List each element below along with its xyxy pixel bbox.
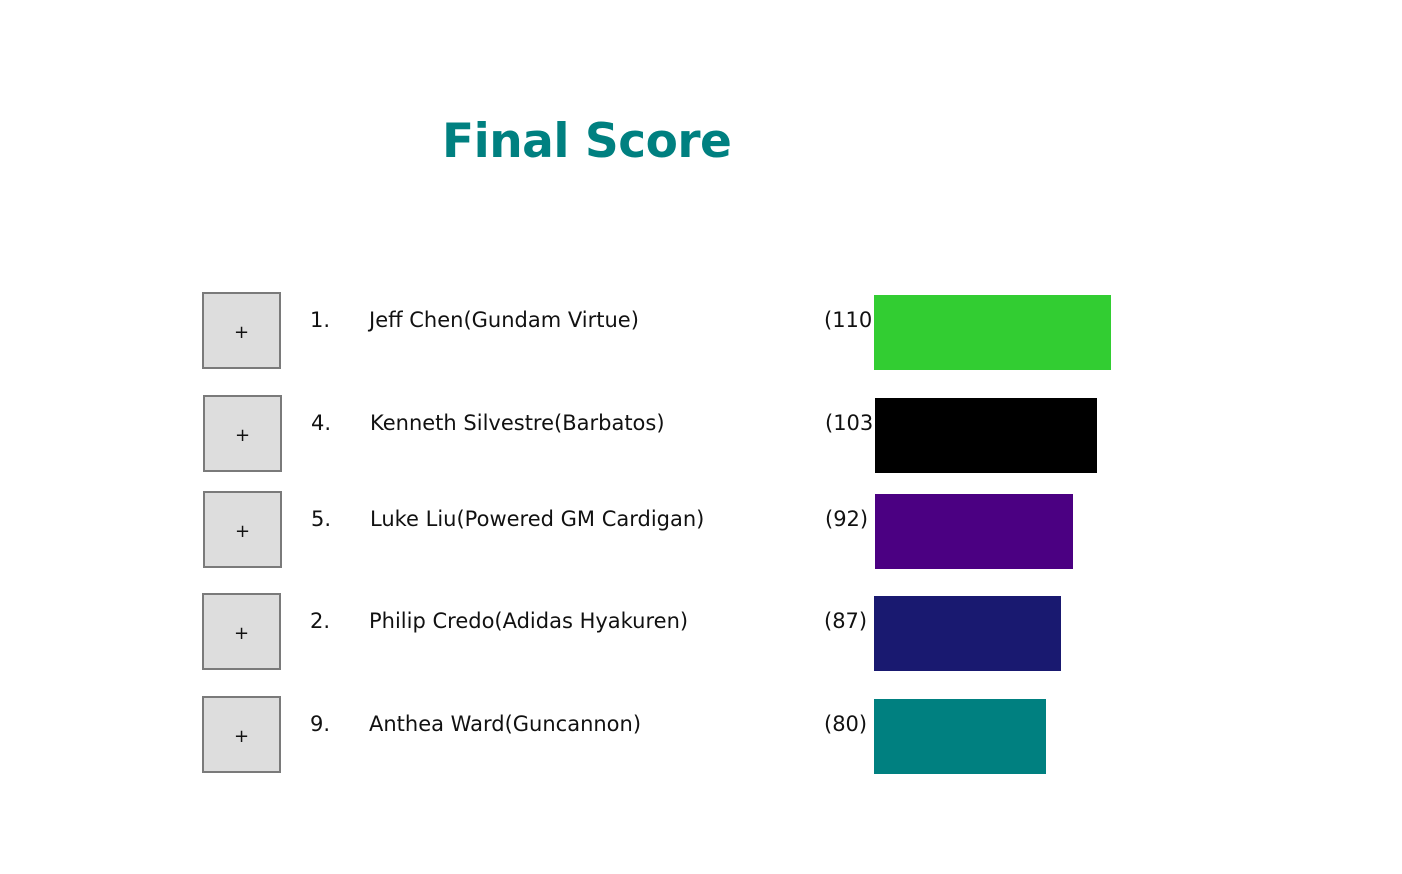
score-bar xyxy=(874,295,1111,370)
expand-button[interactable]: + xyxy=(203,491,282,568)
score-bar xyxy=(875,494,1073,569)
plus-icon: + xyxy=(233,622,250,644)
score-row: + 1. Jeff Chen(Gundam Virtue) (110) xyxy=(202,292,1402,372)
score-row: + 5. Luke Liu(Powered GM Cardigan) (92) xyxy=(203,491,1402,571)
score-bar xyxy=(874,699,1046,774)
expand-button[interactable]: + xyxy=(203,395,282,472)
plus-icon: + xyxy=(233,725,250,747)
score-label: (103) xyxy=(825,411,882,435)
score-label: (87) xyxy=(824,609,868,633)
score-row: + 9. Anthea Ward(Guncannon) (80) xyxy=(202,696,1402,776)
plus-icon: + xyxy=(234,424,251,446)
score-label: (110) xyxy=(824,308,881,332)
plus-icon: + xyxy=(233,321,250,343)
player-name: Philip Credo(Adidas Hyakuren) xyxy=(369,609,689,633)
score-label: (92) xyxy=(825,507,869,531)
score-row: + 4. Kenneth Silvestre(Barbatos) (103) xyxy=(203,395,1402,475)
score-row: + 2. Philip Credo(Adidas Hyakuren) (87) xyxy=(202,593,1402,673)
score-bar xyxy=(875,398,1097,473)
score-label: (80) xyxy=(824,712,868,736)
score-bar xyxy=(874,596,1061,671)
player-name: Kenneth Silvestre(Barbatos) xyxy=(370,411,665,435)
plus-icon: + xyxy=(234,520,251,542)
rank-label: 4. xyxy=(311,411,332,435)
player-name: Jeff Chen(Gundam Virtue) xyxy=(369,308,639,332)
player-name: Luke Liu(Powered GM Cardigan) xyxy=(370,507,705,531)
rank-label: 1. xyxy=(310,308,331,332)
page-title: Final Score xyxy=(442,114,732,169)
expand-button[interactable]: + xyxy=(202,292,281,369)
rank-label: 5. xyxy=(311,507,332,531)
rank-label: 2. xyxy=(310,609,331,633)
rank-label: 9. xyxy=(310,712,331,736)
player-name: Anthea Ward(Guncannon) xyxy=(369,712,642,736)
expand-button[interactable]: + xyxy=(202,696,281,773)
expand-button[interactable]: + xyxy=(202,593,281,670)
